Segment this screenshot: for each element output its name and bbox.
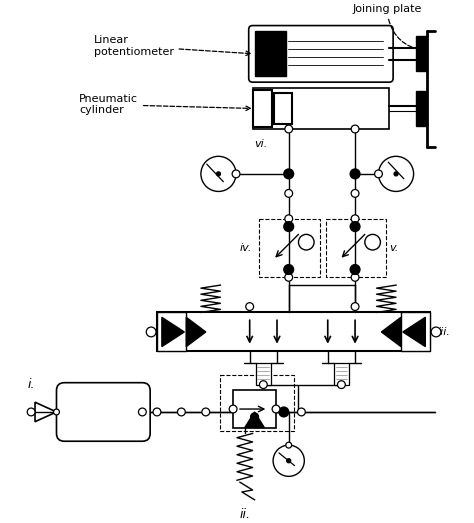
Bar	[233, 391, 276, 428]
Circle shape	[272, 405, 280, 413]
Circle shape	[299, 234, 314, 250]
Polygon shape	[157, 312, 186, 351]
FancyBboxPatch shape	[56, 383, 150, 441]
Circle shape	[374, 170, 383, 178]
Circle shape	[251, 413, 258, 420]
Text: Pneumatic
cylinder: Pneumatic cylinder	[79, 94, 250, 116]
Circle shape	[431, 327, 441, 337]
Text: vi.: vi.	[255, 139, 268, 149]
Circle shape	[177, 408, 185, 416]
Circle shape	[337, 381, 345, 389]
Circle shape	[286, 442, 292, 448]
Polygon shape	[382, 317, 401, 347]
Bar	[157, 312, 430, 351]
Text: iv.: iv.	[240, 243, 252, 253]
Polygon shape	[186, 317, 206, 347]
Circle shape	[350, 222, 360, 232]
Circle shape	[287, 459, 291, 463]
Circle shape	[279, 407, 289, 417]
Polygon shape	[403, 317, 425, 347]
Bar	[220, 375, 293, 431]
Text: i.: i.	[27, 378, 35, 391]
Bar	[326, 219, 386, 277]
Bar	[255, 31, 286, 76]
Circle shape	[284, 265, 293, 275]
Circle shape	[284, 169, 293, 179]
Circle shape	[217, 172, 220, 176]
Circle shape	[202, 408, 210, 416]
Circle shape	[351, 274, 359, 281]
Circle shape	[285, 274, 292, 281]
Bar	[274, 93, 292, 124]
Circle shape	[232, 170, 240, 178]
FancyBboxPatch shape	[249, 26, 393, 82]
Polygon shape	[401, 312, 430, 351]
Circle shape	[285, 215, 292, 223]
Circle shape	[138, 408, 146, 416]
Bar	[255, 363, 271, 384]
Circle shape	[350, 169, 360, 179]
Circle shape	[351, 125, 359, 133]
Text: v.: v.	[389, 243, 399, 253]
Circle shape	[54, 409, 59, 415]
Polygon shape	[162, 317, 184, 347]
Text: Joining plate: Joining plate	[352, 4, 423, 52]
Circle shape	[351, 189, 359, 197]
Bar	[253, 88, 389, 129]
Circle shape	[229, 405, 237, 413]
Text: iii.: iii.	[438, 327, 451, 337]
Bar	[416, 91, 427, 126]
Circle shape	[285, 125, 292, 133]
Circle shape	[298, 408, 305, 416]
Circle shape	[259, 381, 267, 389]
Circle shape	[284, 222, 293, 232]
Circle shape	[394, 172, 398, 176]
Bar	[253, 90, 272, 127]
Bar	[334, 363, 349, 384]
Circle shape	[273, 445, 304, 476]
Circle shape	[351, 215, 359, 223]
Circle shape	[246, 303, 254, 311]
Circle shape	[285, 189, 292, 197]
Circle shape	[351, 303, 359, 311]
Text: ii.: ii.	[240, 508, 251, 520]
Circle shape	[365, 234, 381, 250]
Bar	[416, 36, 427, 72]
Bar	[259, 219, 320, 277]
Circle shape	[350, 265, 360, 275]
Circle shape	[153, 408, 161, 416]
Circle shape	[201, 156, 236, 191]
Circle shape	[27, 408, 35, 416]
Text: Linear
potentiometer: Linear potentiometer	[93, 35, 250, 57]
Circle shape	[378, 156, 414, 191]
Polygon shape	[245, 412, 264, 428]
Circle shape	[146, 327, 156, 337]
